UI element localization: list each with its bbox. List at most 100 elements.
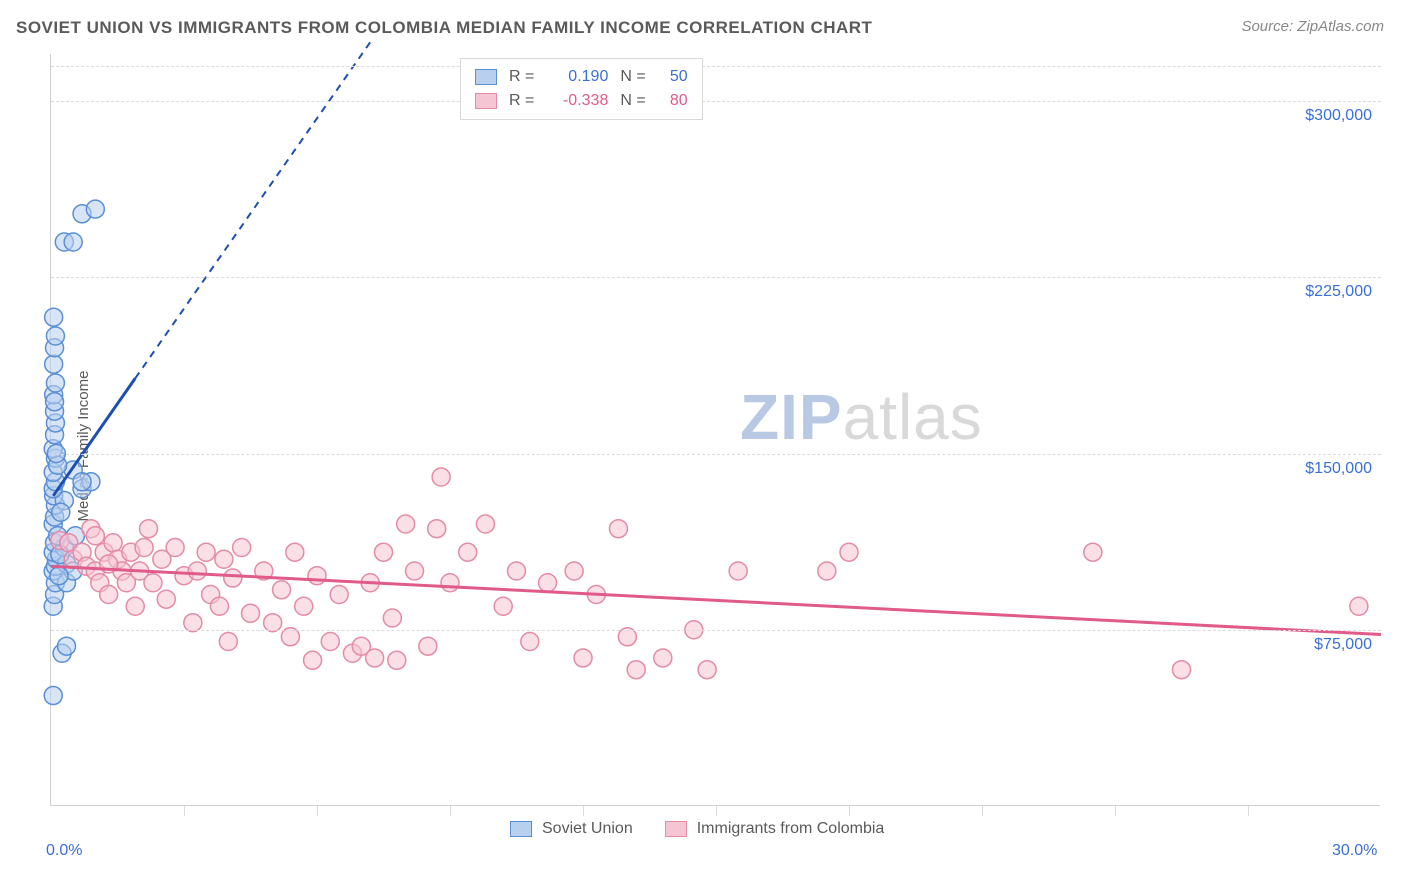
- gridline: [51, 101, 1381, 102]
- x-tick: [1248, 806, 1249, 816]
- point-immigrants_colombia: [459, 543, 477, 561]
- point-soviet_union: [45, 308, 63, 326]
- point-immigrants_colombia: [233, 539, 251, 557]
- point-immigrants_colombia: [242, 604, 260, 622]
- point-immigrants_colombia: [100, 586, 118, 604]
- point-immigrants_colombia: [330, 586, 348, 604]
- point-immigrants_colombia: [1350, 597, 1368, 615]
- point-soviet_union: [58, 637, 76, 655]
- point-immigrants_colombia: [304, 651, 322, 669]
- point-immigrants_colombia: [574, 649, 592, 667]
- point-soviet_union: [45, 355, 63, 373]
- point-soviet_union: [44, 687, 62, 705]
- point-immigrants_colombia: [144, 574, 162, 592]
- trendline-immigrants_colombia: [51, 566, 1381, 634]
- point-immigrants_colombia: [818, 562, 836, 580]
- point-immigrants_colombia: [1084, 543, 1102, 561]
- point-immigrants_colombia: [308, 567, 326, 585]
- series-legend-label: Immigrants from Colombia: [697, 820, 885, 838]
- point-soviet_union: [86, 200, 104, 218]
- point-immigrants_colombia: [428, 520, 446, 538]
- point-soviet_union: [50, 567, 68, 585]
- point-immigrants_colombia: [627, 661, 645, 679]
- point-immigrants_colombia: [366, 649, 384, 667]
- y-tick-label: $150,000: [1305, 460, 1372, 478]
- point-immigrants_colombia: [188, 562, 206, 580]
- point-immigrants_colombia: [273, 581, 291, 599]
- point-immigrants_colombia: [375, 543, 393, 561]
- point-immigrants_colombia: [441, 574, 459, 592]
- legend-row: R = 0.190 N = 50: [475, 65, 688, 89]
- point-immigrants_colombia: [383, 609, 401, 627]
- point-immigrants_colombia: [126, 597, 144, 615]
- y-tick-label: $75,000: [1314, 636, 1372, 654]
- point-immigrants_colombia: [140, 520, 158, 538]
- x-axis-min-label: 0.0%: [46, 842, 82, 860]
- legend-n-value: 50: [658, 65, 688, 89]
- x-tick: [450, 806, 451, 816]
- point-soviet_union: [52, 503, 70, 521]
- point-immigrants_colombia: [609, 520, 627, 538]
- legend-swatch: [510, 821, 532, 837]
- point-immigrants_colombia: [419, 637, 437, 655]
- y-tick-label: $300,000: [1305, 107, 1372, 125]
- point-immigrants_colombia: [286, 543, 304, 561]
- gridline: [51, 277, 1381, 278]
- gridline: [51, 66, 1381, 67]
- point-immigrants_colombia: [157, 590, 175, 608]
- y-tick-label: $225,000: [1305, 283, 1372, 301]
- x-axis-max-label: 30.0%: [1332, 842, 1377, 860]
- point-immigrants_colombia: [197, 543, 215, 561]
- point-immigrants_colombia: [295, 597, 313, 615]
- point-immigrants_colombia: [388, 651, 406, 669]
- point-soviet_union: [46, 393, 64, 411]
- legend-n-label: N =: [620, 65, 645, 89]
- trendline-dashed-soviet_union: [135, 42, 370, 378]
- point-immigrants_colombia: [476, 515, 494, 533]
- x-tick: [849, 806, 850, 816]
- legend-n-label: N =: [620, 89, 645, 113]
- point-immigrants_colombia: [494, 597, 512, 615]
- x-tick: [583, 806, 584, 816]
- point-immigrants_colombia: [397, 515, 415, 533]
- point-immigrants_colombia: [508, 562, 526, 580]
- point-immigrants_colombia: [135, 539, 153, 557]
- source-attribution: Source: ZipAtlas.com: [1241, 18, 1384, 35]
- legend-swatch: [665, 821, 687, 837]
- point-soviet_union: [64, 233, 82, 251]
- legend-row: R =-0.338N =80: [475, 89, 688, 113]
- point-immigrants_colombia: [521, 633, 539, 651]
- x-tick: [317, 806, 318, 816]
- legend-swatch: [475, 69, 497, 85]
- point-immigrants_colombia: [1173, 661, 1191, 679]
- legend-r-value: -0.338: [546, 89, 608, 113]
- x-tick: [184, 806, 185, 816]
- point-immigrants_colombia: [698, 661, 716, 679]
- point-immigrants_colombia: [166, 539, 184, 557]
- series-legend-item: Soviet Union: [510, 820, 633, 838]
- point-immigrants_colombia: [104, 534, 122, 552]
- point-immigrants_colombia: [565, 562, 583, 580]
- point-immigrants_colombia: [86, 527, 104, 545]
- legend-r-label: R =: [509, 89, 534, 113]
- legend-r-value: 0.190: [546, 65, 608, 89]
- point-immigrants_colombia: [406, 562, 424, 580]
- x-tick: [716, 806, 717, 816]
- series-legend: Soviet Union Immigrants from Colombia: [510, 820, 884, 838]
- series-legend-label: Soviet Union: [542, 820, 633, 838]
- gridline: [51, 630, 1381, 631]
- point-immigrants_colombia: [210, 597, 228, 615]
- legend-swatch: [475, 93, 497, 109]
- legend-r-label: R =: [509, 65, 534, 89]
- point-soviet_union: [73, 473, 91, 491]
- point-soviet_union: [46, 374, 64, 392]
- point-immigrants_colombia: [224, 569, 242, 587]
- series-legend-item: Immigrants from Colombia: [665, 820, 885, 838]
- point-immigrants_colombia: [654, 649, 672, 667]
- correlation-legend: R =0.190N =50R =-0.338N =80: [460, 58, 703, 120]
- x-tick: [1115, 806, 1116, 816]
- point-immigrants_colombia: [215, 550, 233, 568]
- gridline: [51, 454, 1381, 455]
- x-tick: [982, 806, 983, 816]
- chart-title: SOVIET UNION VS IMMIGRANTS FROM COLOMBIA…: [16, 18, 872, 38]
